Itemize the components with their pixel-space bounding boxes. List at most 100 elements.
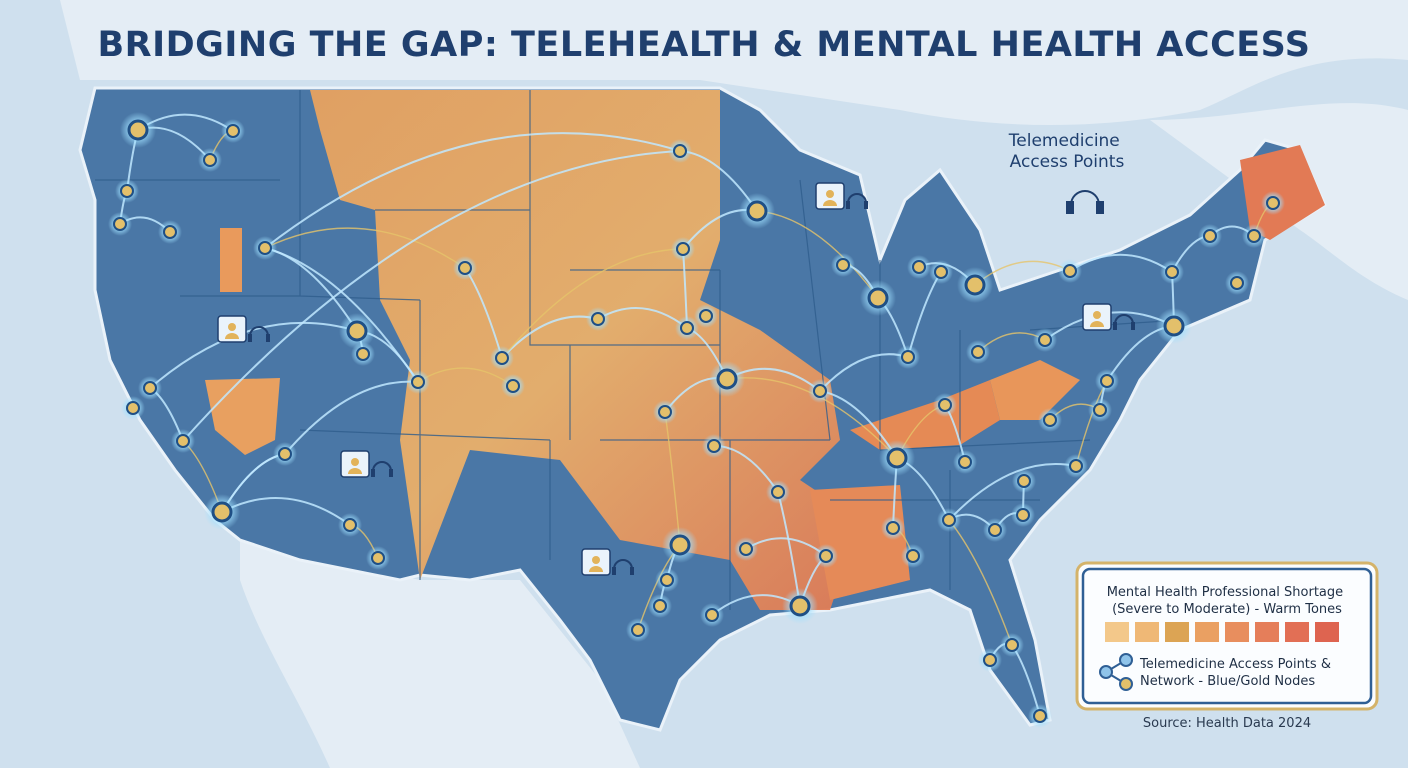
canada (0, 0, 1408, 125)
person-body (1090, 321, 1104, 327)
person-head (592, 556, 600, 564)
legend-swatches (1105, 622, 1339, 642)
access-node (971, 345, 985, 359)
shortage-region (990, 360, 1080, 420)
headset (1114, 314, 1134, 325)
earpiece (630, 567, 634, 575)
access-node (988, 523, 1002, 537)
access-node (126, 401, 140, 415)
access-node (120, 184, 134, 198)
telehealth-icon (1082, 303, 1135, 331)
access-node (739, 542, 753, 556)
legend-line: (Severe to Moderate) - Warm Tones (1112, 602, 1342, 617)
earpiece (371, 469, 375, 477)
telehealth-icon (340, 450, 393, 478)
access-node (411, 375, 425, 389)
annotation-line: Telemedicine (1008, 131, 1120, 151)
earpiece (266, 334, 270, 342)
access-node (819, 549, 833, 563)
access-node (867, 287, 889, 309)
person-head (228, 323, 236, 331)
person-body (348, 468, 362, 474)
access-node (1203, 229, 1217, 243)
person-head (1093, 311, 1101, 319)
network-link (182, 150, 681, 442)
earpiece (1131, 322, 1135, 330)
access-node (495, 351, 509, 365)
access-node (258, 241, 272, 255)
earpiece (248, 334, 252, 342)
shortage-region (220, 228, 242, 292)
access-node (813, 384, 827, 398)
access-node (127, 119, 149, 141)
access-node (591, 312, 605, 326)
access-node (716, 368, 738, 390)
headset-icon (1066, 190, 1104, 214)
person-head (826, 190, 834, 198)
access-node (1247, 229, 1261, 243)
network-link (264, 132, 681, 249)
access-node (660, 573, 674, 587)
telehealth-icon (581, 548, 634, 576)
access-node (669, 534, 691, 556)
network-link (284, 380, 419, 455)
access-node (1038, 333, 1052, 347)
access-node (163, 225, 177, 239)
legend-line: Mental Health Professional Shortage (1107, 585, 1343, 600)
access-node (506, 379, 520, 393)
earpiece (846, 201, 850, 209)
shortage-region (850, 380, 1000, 450)
access-node (942, 513, 956, 527)
access-node (658, 405, 672, 419)
legend-line: Network - Blue/Gold Nodes (1140, 674, 1315, 689)
access-node (1165, 265, 1179, 279)
access-node (1017, 474, 1031, 488)
access-node (203, 153, 217, 167)
network-link (1069, 253, 1173, 273)
telehealth-icon (217, 315, 270, 343)
earpiece (864, 201, 868, 209)
access-node (176, 434, 190, 448)
mexico (240, 540, 640, 768)
access-node (1069, 459, 1083, 473)
access-node (1100, 374, 1114, 388)
headset (847, 193, 867, 204)
legend-network: Telemedicine Access Points & Network - B… (1139, 657, 1335, 689)
access-node (938, 398, 952, 412)
access-node (143, 381, 157, 395)
access-node (1063, 264, 1077, 278)
network-link (948, 462, 1077, 521)
access-node (346, 320, 368, 342)
earpiece (389, 469, 393, 477)
legend-node-icon (1099, 653, 1133, 691)
access-node (356, 347, 370, 361)
network-link (264, 227, 466, 269)
headset (613, 559, 633, 570)
title: BRIDGING THE GAP: TELEHEALTH & MENTAL HE… (97, 25, 1310, 65)
access-node (1033, 709, 1047, 723)
access-node (673, 144, 687, 158)
access-node (705, 608, 719, 622)
access-node (934, 265, 948, 279)
access-node (676, 242, 690, 256)
headset (372, 461, 392, 472)
access-node (371, 551, 385, 565)
access-node (771, 485, 785, 499)
access-node (836, 258, 850, 272)
access-node (699, 309, 713, 323)
access-node (343, 518, 357, 532)
earpiece (612, 567, 616, 575)
annotation-line: Access Points (1010, 152, 1125, 172)
person-head (351, 458, 359, 466)
person-body (225, 333, 239, 339)
access-node (901, 350, 915, 364)
access-node (113, 217, 127, 231)
access-node (886, 447, 908, 469)
access-node (906, 549, 920, 563)
telehealth-icons (217, 182, 1135, 576)
earpiece (1113, 322, 1117, 330)
access-node (653, 599, 667, 613)
source: Source: Health Data 2024 (1143, 716, 1311, 731)
